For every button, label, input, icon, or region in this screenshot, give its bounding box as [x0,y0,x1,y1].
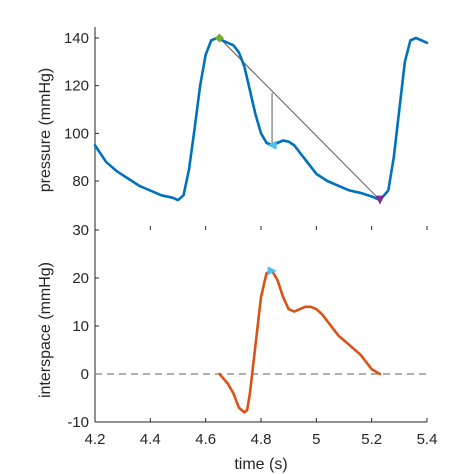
x-tick-label: 4.4 [140,431,161,448]
chord-line [219,37,381,201]
interspace-panel: -10 0 10 20 30 4.2 4.4 4.6 4.8 5 5.2 5.4 interspac… [37,222,437,473]
top-y-tick-label: 140 [64,30,89,47]
top-y-tick-label: 100 [64,125,89,142]
bottom-y-ticks: -10 0 10 20 30 [67,222,99,431]
bottom-y-tick-label: 20 [72,270,89,287]
bottom-y-tick-label: 30 [72,222,89,239]
pressure-panel: 80 100 120 140 pressure (mmHg) [37,27,429,230]
x-tick-label: 5.2 [361,431,382,448]
pressure-axis-label: pressure (mmHg) [37,68,54,192]
x-tick-label: 5 [312,431,320,448]
interspace-line [218,269,382,414]
bottom-y-tick-label: 10 [72,318,89,335]
interspace-peak-marker [267,266,277,276]
pressure-marker [215,33,224,43]
bottom-y-tick-label: 0 [81,366,89,383]
interspace-axis-label: interspace (mmHg) [37,262,54,398]
x-tick-label: 4.2 [85,431,106,448]
top-y-tick-label: 80 [72,173,89,190]
bottom-x-ticks: 4.2 4.4 4.6 4.8 5 5.2 5.4 [85,226,438,448]
x-tick-label: 4.6 [195,431,216,448]
time-axis-label: time (s) [234,456,287,473]
pressure-plot-area [93,33,429,205]
x-tick-label: 5.4 [417,431,438,448]
interspace-plot-area [95,266,427,414]
x-tick-label: 4.8 [251,431,272,448]
pressure-marker [267,140,277,150]
top-y-ticks: 80 100 120 140 [64,30,99,190]
pressure-marker [375,195,385,205]
bottom-y-tick-label: -10 [67,414,89,431]
top-y-tick-label: 120 [64,78,89,95]
